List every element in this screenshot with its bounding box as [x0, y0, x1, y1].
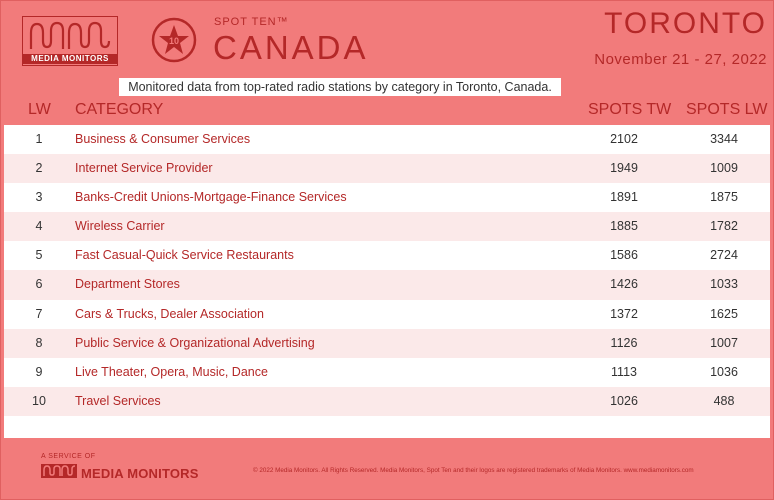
footer-brand: MEDIA MONITORS — [81, 466, 199, 481]
category-cell: Internet Service Provider — [75, 161, 213, 176]
spots-tw-cell: 1126 — [610, 335, 638, 350]
spots-tw-cell: 1113 — [611, 364, 637, 379]
media-monitors-logo: MEDIA MONITORS — [22, 16, 118, 66]
header-spots-tw: SPOTS TW — [588, 101, 672, 118]
media-monitors-mini-logo-icon — [41, 464, 77, 478]
waveform-icon — [29, 21, 111, 49]
category-cell: Fast Casual-Quick Service Restaurants — [75, 248, 294, 263]
spots-lw-cell: 3344 — [710, 132, 738, 146]
spots-tw-cell: 2102 — [610, 132, 638, 146]
spots-tw-cell: 1949 — [610, 161, 638, 176]
category-cell: Live Theater, Opera, Music, Dance — [75, 364, 268, 379]
spots-lw-cell: 2724 — [710, 248, 738, 263]
logo-label: MEDIA MONITORS — [23, 54, 117, 64]
table-header: LW CATEGORY SPOTS TW SPOTS LW — [4, 97, 770, 125]
category-cell: Wireless Carrier — [75, 219, 165, 234]
table-row: 10 Travel Services 1026 488 — [4, 386, 770, 416]
city-title: TORONTO — [604, 7, 767, 40]
spots-lw-cell: 1625 — [710, 306, 738, 321]
category-cell: Department Stores — [75, 277, 180, 292]
category-cell: Public Service & Organizational Advertis… — [75, 335, 315, 350]
footer: A SERVICE OF MEDIA MONITORS © 2022 Media… — [1, 438, 773, 499]
spot-ten-seal-icon: 10 — [151, 17, 197, 63]
rank-cell: 1 — [35, 132, 43, 146]
table-spacer — [4, 416, 770, 438]
spots-lw-cell: 1782 — [710, 219, 738, 234]
header: MEDIA MONITORS 10 SPOT TEN™ CANADA TORON… — [1, 1, 773, 79]
spots-lw-cell: 1007 — [710, 335, 738, 350]
header-spots-lw: SPOTS LW — [686, 101, 768, 118]
rank-cell: 8 — [35, 335, 43, 350]
table-row: 9 Live Theater, Opera, Music, Dance 1113… — [4, 357, 770, 387]
rank-cell: 4 — [35, 219, 43, 234]
rank-cell: 6 — [35, 277, 43, 292]
rank-cell: 2 — [35, 161, 43, 176]
category-cell: Business & Consumer Services — [75, 132, 251, 146]
rank-cell: 10 — [32, 393, 46, 408]
spots-tw-cell: 1586 — [610, 248, 638, 263]
spots-lw-cell: 1875 — [710, 190, 738, 205]
subtitle: Monitored data from top-rated radio stat… — [119, 78, 561, 96]
rank-cell: 5 — [35, 248, 43, 263]
table-body: 1 Business & Consumer Services 2102 3344… — [4, 125, 770, 416]
spots-tw-cell: 1891 — [610, 190, 638, 205]
table-row: 2 Internet Service Provider 1949 1009 — [4, 154, 770, 184]
table-row: 8 Public Service & Organizational Advert… — [4, 328, 770, 358]
spots-tw-cell: 1026 — [610, 393, 638, 408]
header-rank: LW — [28, 101, 51, 118]
category-cell: Cars & Trucks, Dealer Association — [75, 306, 264, 321]
rank-cell: 3 — [35, 190, 43, 205]
spot-ten-label: SPOT TEN™ — [214, 16, 289, 28]
seal-number: 10 — [169, 36, 179, 46]
table-row: 3 Banks-Credit Unions-Mortgage-Finance S… — [4, 183, 770, 213]
table-row: 7 Cars & Trucks, Dealer Association 1372… — [4, 299, 770, 329]
country-title: CANADA — [213, 29, 369, 66]
table-row: 1 Business & Consumer Services 2102 3344 — [4, 125, 770, 155]
spots-lw-cell: 1033 — [710, 277, 738, 292]
spots-tw-cell: 1372 — [610, 306, 638, 321]
header-category: CATEGORY — [75, 101, 164, 118]
spots-lw-cell: 1036 — [710, 364, 738, 379]
spots-lw-cell: 488 — [713, 393, 735, 408]
service-of-label: A SERVICE OF — [41, 453, 96, 460]
table-row: 6 Department Stores 1426 1033 — [4, 270, 770, 300]
copyright-text: © 2022 Media Monitors. All Rights Reserv… — [253, 467, 694, 474]
rank-cell: 9 — [35, 364, 43, 379]
rank-cell: 7 — [35, 306, 43, 321]
table-row: 5 Fast Casual-Quick Service Restaurants … — [4, 241, 770, 271]
spots-tw-cell: 1885 — [610, 219, 638, 234]
date-range: November 21 - 27, 2022 — [594, 51, 767, 68]
category-cell: Travel Services — [75, 393, 161, 408]
table-row: 4 Wireless Carrier 1885 1782 — [4, 212, 770, 242]
spots-lw-cell: 1009 — [710, 161, 738, 176]
category-cell: Banks-Credit Unions-Mortgage-Finance Ser… — [75, 190, 347, 205]
spots-tw-cell: 1426 — [610, 277, 638, 292]
